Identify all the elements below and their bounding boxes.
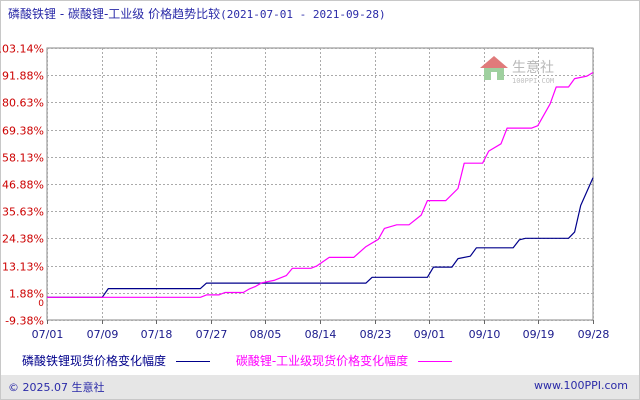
chart-title: 磷酸铁锂 - 碳酸锂-工业级 价格趋势比较(2021-07-01 - 2021-… (8, 5, 386, 22)
y-tick-label: 1.88% (9, 288, 44, 301)
legend-label-series-2: 碳酸锂-工业级现货价格变化幅度 (235, 354, 409, 368)
x-tick-label: 08/14 (305, 328, 337, 341)
x-tick-label: 09/01 (414, 328, 446, 341)
watermark-text: 生意社 (512, 59, 554, 76)
footer-bar (1, 375, 639, 399)
y-zero-label: 0 (38, 299, 44, 309)
footer-copyright: © 2025.07 生意社 (8, 381, 105, 394)
legend-item-series-2: 碳酸锂-工业级现货价格变化幅度 (235, 352, 453, 369)
watermark-logo: 生意社 100PPI.COM (480, 56, 554, 85)
x-tick-label: 08/23 (360, 328, 392, 341)
y-tick-label: -9.38% (5, 315, 44, 328)
legend-item-series-1: 磷酸铁锂现货价格变化幅度 (22, 352, 211, 369)
grid-layer (46, 47, 594, 321)
legend-swatch-series-2 (418, 361, 453, 362)
x-tick-label: 09/28 (578, 328, 610, 341)
chart-title-range: (2021-07-01 - 2021-09-28) (220, 8, 386, 21)
house-icon (480, 56, 508, 80)
footer-site-link[interactable]: www.100PPI.com (534, 379, 628, 392)
y-tick-label: 103.14% (0, 43, 44, 56)
chart-title-main: 磷酸铁锂 - 碳酸锂-工业级 价格趋势比较 (8, 7, 221, 21)
y-tick-label: 91.88% (2, 70, 44, 83)
legend: 磷酸铁锂现货价格变化幅度 碳酸锂-工业级现货价格变化幅度 (22, 352, 474, 369)
legend-swatch-series-1 (176, 361, 211, 362)
axis-layer: 103.14% 91.88% 80.63% 69.38% 58.13% 46.88% 35.… (0, 43, 609, 342)
y-tick-label: 80.63% (2, 97, 44, 110)
x-tick-label: 09/10 (469, 328, 501, 341)
x-tick-label: 07/09 (87, 328, 119, 341)
watermark-sub: 100PPI.COM (512, 77, 554, 85)
y-tick-label: 24.38% (2, 233, 44, 246)
x-tick-label: 07/18 (141, 328, 173, 341)
y-tick-label: 69.38% (2, 125, 44, 138)
series-layer (47, 71, 594, 298)
legend-label-series-1: 磷酸铁锂现货价格变化幅度 (22, 354, 167, 368)
y-tick-label: 58.13% (2, 152, 44, 165)
y-tick-label: 35.63% (2, 206, 44, 219)
y-tick-label: 13.13% (2, 261, 44, 274)
y-tick-label: 46.88% (2, 179, 44, 192)
series-line-1 (47, 177, 594, 298)
x-tick-label: 08/05 (250, 328, 282, 341)
x-tick-label: 07/01 (32, 328, 64, 341)
x-tick-label: 09/19 (523, 328, 555, 341)
x-tick-label: 07/27 (196, 328, 228, 341)
series-line-2 (47, 71, 594, 298)
